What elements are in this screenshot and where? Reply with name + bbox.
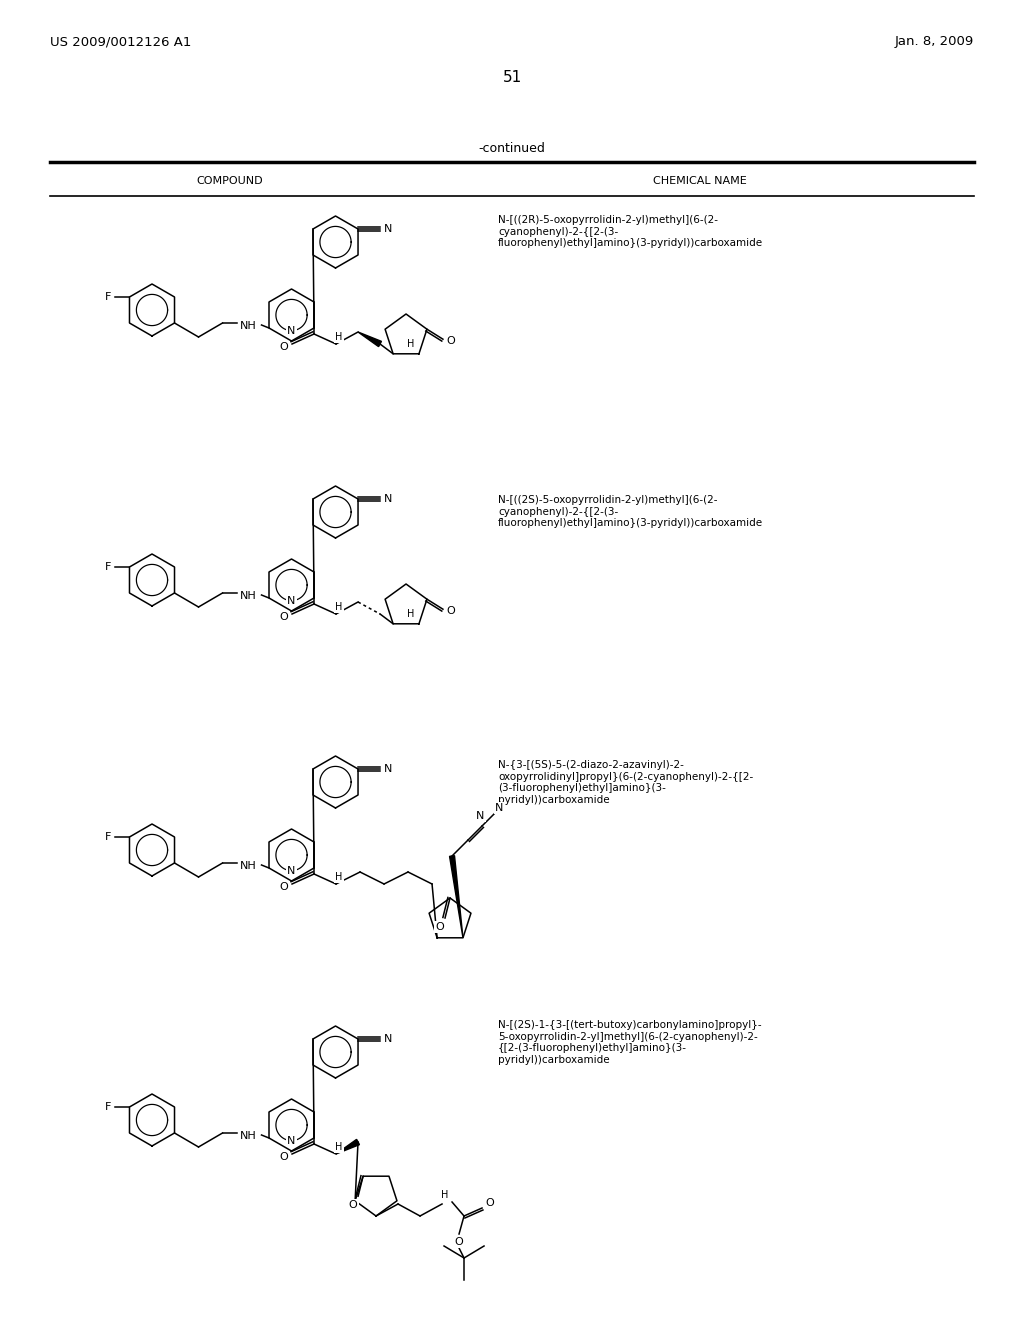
Text: US 2009/0012126 A1: US 2009/0012126 A1 <box>50 36 191 49</box>
Text: H: H <box>335 602 343 612</box>
Text: N-[((2S)-5-oxopyrrolidin-2-yl)methyl](6-(2-
cyanophenyl)-2-{[2-(3-
fluorophenyl): N-[((2S)-5-oxopyrrolidin-2-yl)methyl](6-… <box>498 495 763 528</box>
Text: N: N <box>384 224 392 234</box>
Text: Jan. 8, 2009: Jan. 8, 2009 <box>895 36 974 49</box>
Text: O: O <box>280 1152 289 1162</box>
Text: F: F <box>105 562 112 572</box>
Text: N-{3-[(5S)-5-(2-diazo-2-azavinyl)-2-
oxopyrrolidinyl]propyl}(6-(2-cyanophenyl)-2: N-{3-[(5S)-5-(2-diazo-2-azavinyl)-2- oxo… <box>498 760 754 805</box>
Text: O: O <box>446 606 456 616</box>
Text: N: N <box>495 803 503 813</box>
Text: N: N <box>288 866 296 876</box>
Text: 51: 51 <box>503 70 521 86</box>
Text: O: O <box>280 882 289 892</box>
Text: N: N <box>288 1137 296 1146</box>
Text: F: F <box>105 832 112 842</box>
Text: H: H <box>335 873 343 882</box>
Text: NH: NH <box>241 861 257 871</box>
Text: F: F <box>105 292 112 302</box>
Text: O: O <box>485 1199 495 1208</box>
Text: H: H <box>441 1191 449 1200</box>
Text: F: F <box>105 1102 112 1111</box>
Text: H: H <box>408 609 415 619</box>
Text: N-[((2R)-5-oxopyrrolidin-2-yl)methyl](6-(2-
cyanophenyl)-2-{[2-(3-
fluorophenyl): N-[((2R)-5-oxopyrrolidin-2-yl)methyl](6-… <box>498 215 763 248</box>
Text: COMPOUND: COMPOUND <box>197 176 263 186</box>
Text: N: N <box>476 810 484 821</box>
Text: NH: NH <box>241 321 257 331</box>
Polygon shape <box>358 333 382 347</box>
Text: N: N <box>384 494 392 504</box>
Text: H: H <box>335 333 343 342</box>
Polygon shape <box>450 855 463 937</box>
Text: N: N <box>384 1034 392 1044</box>
Text: NH: NH <box>241 591 257 601</box>
Text: O: O <box>280 612 289 622</box>
Text: N: N <box>288 597 296 606</box>
Text: O: O <box>435 921 444 932</box>
Text: O: O <box>280 342 289 352</box>
Text: NH: NH <box>241 1131 257 1140</box>
Text: N-[(2S)-1-{3-[(tert-butoxy)carbonylamino]propyl}-
5-oxopyrrolidin-2-yl]methyl](6: N-[(2S)-1-{3-[(tert-butoxy)carbonylamino… <box>498 1020 762 1065</box>
Text: N: N <box>384 764 392 774</box>
Text: O: O <box>349 1200 357 1210</box>
Polygon shape <box>336 1139 359 1154</box>
Text: O: O <box>446 337 456 346</box>
Text: H: H <box>408 339 415 348</box>
Text: -continued: -continued <box>478 141 546 154</box>
Text: H: H <box>335 1142 343 1152</box>
Text: O: O <box>455 1237 464 1247</box>
Text: CHEMICAL NAME: CHEMICAL NAME <box>653 176 746 186</box>
Text: N: N <box>288 326 296 337</box>
